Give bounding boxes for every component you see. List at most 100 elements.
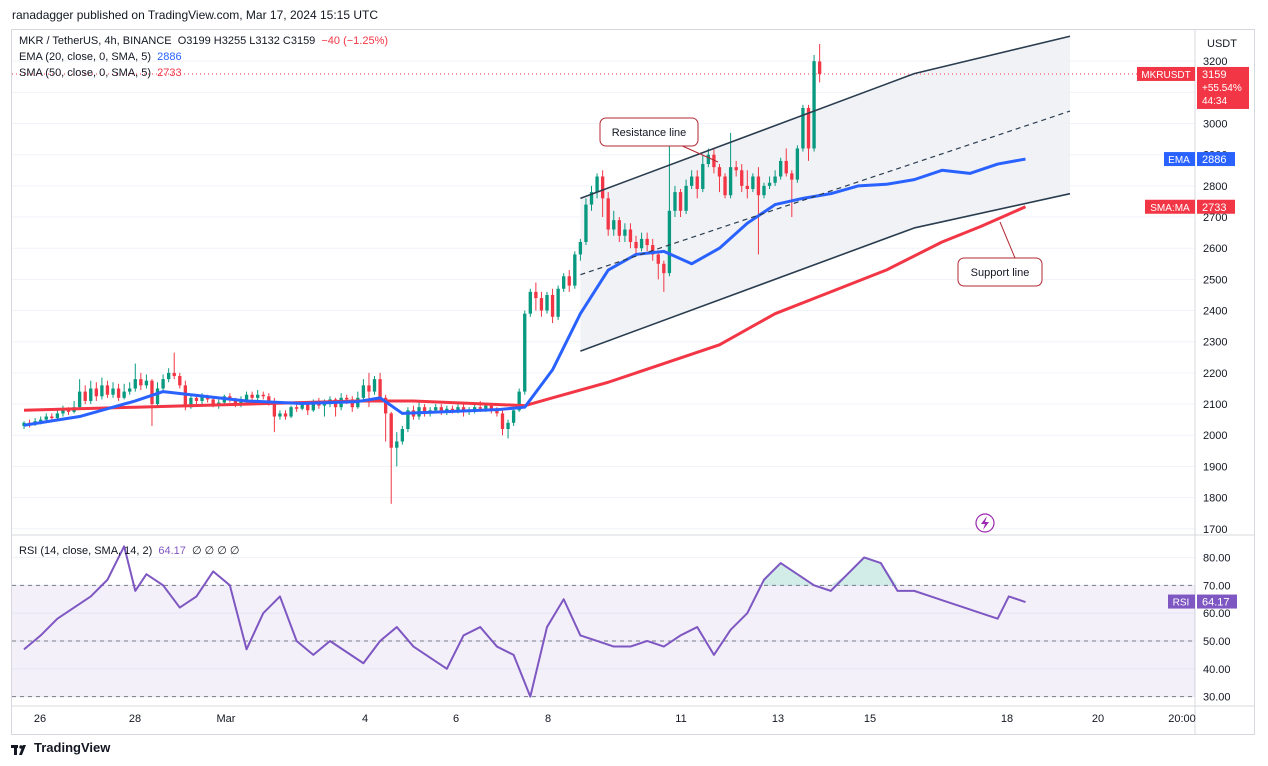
candle-body: [256, 394, 260, 398]
rsi-legend[interactable]: RSI (14, close, SMA, 14, 2) 64.17 ∅ ∅ ∅ …: [19, 544, 242, 557]
candle-body: [61, 410, 65, 414]
sma-legend-value: 2733: [157, 67, 182, 79]
candle-body: [578, 241, 583, 255]
ema-value-tag: [1197, 152, 1235, 167]
candle-body: [367, 385, 371, 392]
price-tick-label: 2300: [1203, 337, 1227, 349]
price-tag-value: 3159: [1202, 69, 1226, 81]
candle-body: [400, 429, 405, 442]
candle-body: [784, 160, 788, 174]
candle-body: [645, 238, 649, 246]
candle-body: [606, 198, 610, 230]
rsi-tick-label: 50.00: [1203, 636, 1231, 648]
support-callout-box: [957, 257, 1043, 287]
rsi-tag-value: 64.17: [1202, 597, 1230, 609]
candle-body: [562, 276, 566, 289]
candle-body: [283, 413, 288, 417]
time-tick-label: 6: [453, 713, 459, 725]
time-tick-label: 28: [129, 713, 141, 725]
candle-body: [200, 396, 204, 401]
candle-body: [801, 107, 805, 149]
price-tick-label: 2800: [1203, 181, 1227, 193]
candle-body: [278, 413, 282, 417]
candle-body: [233, 399, 238, 405]
symbol-tag-label: MKRUSDT: [1141, 70, 1190, 81]
sma-legend[interactable]: SMA (50, close, 0, SMA, 5) 2733: [19, 67, 185, 79]
candle-body: [684, 185, 688, 211]
ema-legend[interactable]: EMA (20, close, 0, SMA, 5) 2886: [19, 51, 185, 63]
candle-body: [395, 441, 399, 448]
rsi-line: [23, 545, 1026, 698]
price-tick-label: 3000: [1203, 119, 1227, 131]
candle-body: [456, 407, 460, 411]
candle-body: [422, 407, 427, 414]
candle-body: [484, 405, 488, 409]
price-change: −40 (−1.25%): [321, 35, 389, 47]
candle-body: [39, 419, 43, 422]
time-tick-label: 4: [362, 713, 368, 725]
candle-body: [489, 405, 494, 411]
candle-body: [790, 173, 794, 180]
candle-body: [378, 379, 382, 398]
ohlc-values: O3199 H3255 L3132 C3159: [177, 35, 316, 47]
rsi-overbought-fill: [763, 557, 898, 586]
candle-body: [133, 379, 137, 389]
candle-body: [634, 241, 638, 249]
tradingview-brand: TradingView: [34, 740, 111, 755]
candle-body: [322, 404, 327, 406]
candle-body: [534, 291, 538, 299]
candle-body: [528, 291, 532, 314]
candle-body: [122, 391, 126, 398]
candle-body: [172, 372, 176, 377]
chart-panel: [11, 29, 1255, 735]
support-callout-label: Support line: [971, 267, 1030, 279]
price-tick-label: 1900: [1203, 461, 1227, 473]
candle-body: [651, 245, 655, 255]
tradingview-footer[interactable]: TradingView: [11, 740, 110, 755]
ema-tag: [1164, 152, 1195, 167]
candle-body: [211, 399, 215, 405]
rsi-tag-name: RSI: [1173, 598, 1190, 609]
candle-body: [706, 154, 711, 165]
candle-body: [166, 372, 171, 380]
candle-body: [350, 399, 354, 408]
rsi-tick-label: 80.00: [1203, 552, 1231, 564]
candle-body: [55, 413, 60, 419]
candle-body: [183, 385, 188, 408]
resistance-callout-pointer: [677, 143, 719, 163]
rsi-tick-label: 60.00: [1203, 608, 1231, 620]
rsi-legend-value: 64.17: [158, 545, 186, 557]
price-tag: [1197, 66, 1249, 109]
candle-body: [250, 394, 254, 398]
candle-body: [144, 380, 149, 386]
candle-body: [795, 148, 800, 180]
candle-body: [406, 410, 410, 430]
candle-body: [450, 408, 455, 411]
symbol-legend[interactable]: MKR / TetherUS, 4h, BINANCE O3199 H3255 …: [19, 35, 391, 47]
time-tick-label: 13: [772, 713, 784, 725]
candle-body: [128, 388, 132, 392]
candle-body: [83, 391, 87, 401]
candle-body: [723, 176, 727, 196]
candle-body: [539, 298, 544, 311]
candle-body: [111, 388, 115, 395]
candle-body: [767, 182, 772, 186]
candle-body: [94, 388, 98, 397]
candle-body: [673, 192, 677, 211]
support-line: [580, 192, 1071, 352]
lightning-bolt-icon: [981, 516, 989, 530]
candle-body: [656, 254, 660, 264]
candle-body: [261, 394, 265, 397]
candle-body: [194, 397, 199, 401]
candle-body: [289, 407, 293, 417]
candle-body: [44, 416, 48, 420]
candle-body: [139, 379, 143, 386]
candle-body: [478, 407, 482, 409]
price-tick-label: 2000: [1203, 430, 1227, 442]
candle-body: [734, 167, 738, 171]
candle-body: [573, 254, 577, 286]
candle-body: [439, 407, 443, 412]
candle-body: [779, 160, 783, 177]
candle-body: [155, 388, 160, 405]
